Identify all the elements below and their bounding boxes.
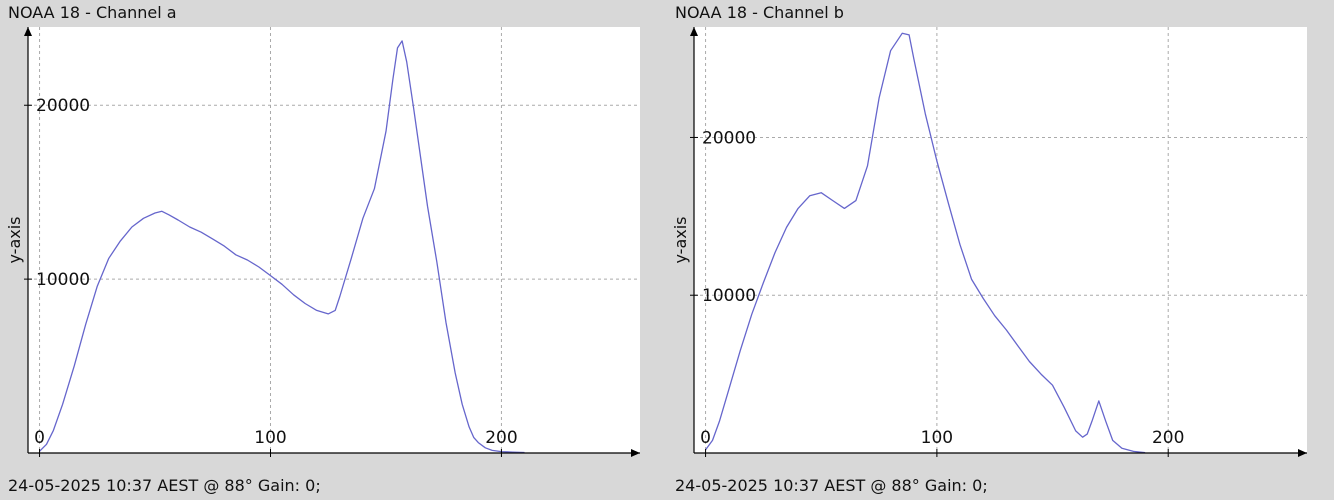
x-axis-arrow-icon [1298, 449, 1307, 457]
plot-area [694, 27, 1307, 453]
y-tick-label: 10000 [36, 270, 90, 290]
x-tick-label: 200 [485, 428, 517, 448]
chart-title: NOAA 18 - Channel a [8, 3, 177, 22]
x-axis-arrow-icon [631, 449, 640, 457]
plot-area [28, 27, 640, 453]
timestamp-gain-footer: 24-05-2025 10:37 AEST @ 88° Gain: 0; [675, 476, 988, 495]
timestamp-gain-footer: 24-05-2025 10:37 AEST @ 88° Gain: 0; [8, 476, 321, 495]
x-tick-label: 0 [34, 428, 45, 448]
x-tick-label: 200 [1152, 428, 1184, 448]
y-axis-arrow-icon [24, 27, 32, 36]
y-axis-title: y-axis [5, 216, 24, 263]
chart-panel-channel-a: NOAA 18 - Channel a 0 100 200 10000 20000 y-a… [0, 0, 660, 500]
chart-channel-b: 0 100 200 10000 20000 y-axis [671, 27, 1307, 457]
chart-channel-a: 0 100 200 10000 20000 y-axis [5, 27, 640, 457]
x-tick-label: 0 [700, 428, 711, 448]
chart-title: NOAA 18 - Channel b [675, 3, 844, 22]
chart-panel-channel-b: NOAA 18 - Channel b 0 100 200 10000 20000 y-a… [667, 0, 1334, 500]
series-line [705, 32, 1146, 454]
y-tick-label: 20000 [702, 128, 756, 148]
y-axis-arrow-icon [690, 27, 698, 36]
x-tick-label: 100 [254, 428, 286, 448]
series-line [39, 40, 525, 454]
y-axis-title: y-axis [671, 216, 690, 263]
y-tick-label: 10000 [702, 286, 756, 306]
x-tick-label: 100 [921, 428, 953, 448]
y-tick-label: 20000 [36, 96, 90, 116]
